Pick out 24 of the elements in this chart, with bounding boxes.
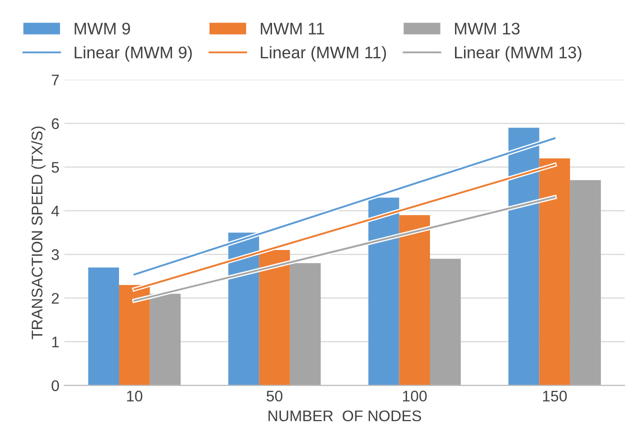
y-tick-label: 0 — [52, 380, 59, 392]
x-tick-label: 150 — [543, 390, 567, 402]
legend-label: Linear (MWM 9) — [74, 46, 192, 62]
bar — [430, 258, 461, 386]
legend-label: Linear (MWM 13) — [455, 46, 582, 62]
y-tick-label: 1 — [52, 336, 59, 348]
y-tick-label: 5 — [52, 162, 59, 173]
y-tick-label: 2 — [52, 292, 59, 304]
x-axis-title: NUMBER OF NODES — [268, 410, 422, 422]
y-tick-label: 6 — [52, 118, 59, 130]
x-tick-label: 100 — [402, 390, 427, 402]
bar — [399, 215, 430, 386]
x-tick-label: 10 — [127, 390, 142, 402]
bar — [88, 268, 120, 386]
y-tick-label: 3 — [52, 249, 59, 260]
y-tick-label: 4 — [51, 206, 60, 216]
legend-label: Linear (MWM 11) — [260, 46, 386, 62]
legend-label: MWM 9 — [74, 22, 130, 35]
x-tick-label: 50 — [266, 390, 282, 402]
bar — [570, 180, 601, 386]
y-tick-label: 7 — [52, 74, 59, 86]
y-axis-title: TRANSACTION SPEED (TX/S) — [31, 126, 46, 340]
legend-label: MWM 11 — [260, 22, 324, 34]
legend-label: MWM 13 — [455, 22, 520, 35]
